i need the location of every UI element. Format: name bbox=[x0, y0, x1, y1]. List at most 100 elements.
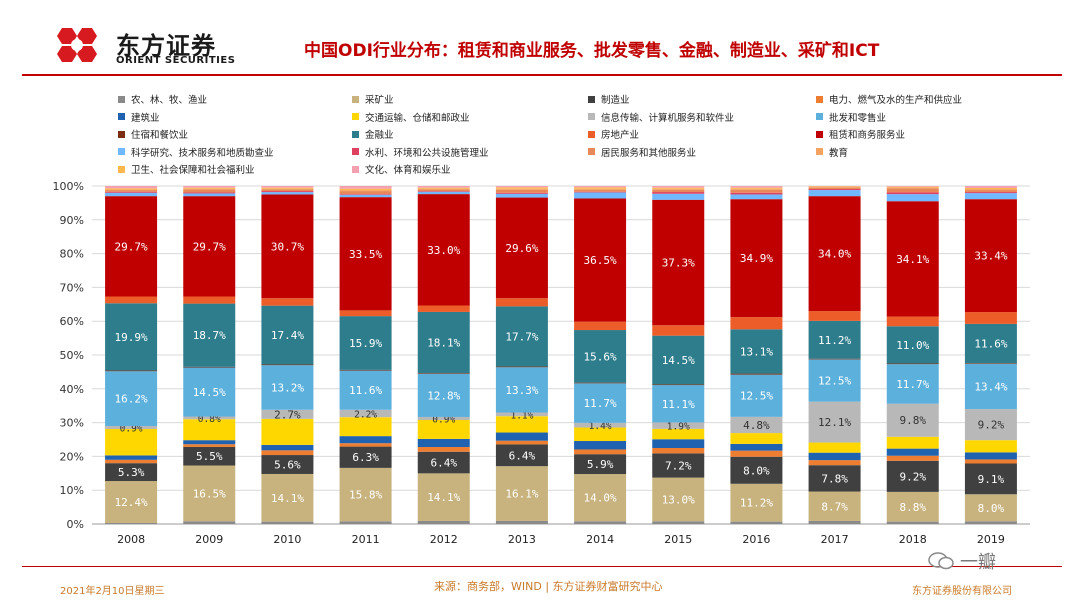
bar-segment bbox=[808, 196, 861, 312]
bar-segment bbox=[574, 321, 627, 331]
legend-swatch bbox=[588, 130, 595, 138]
data-label: 11.0% bbox=[896, 339, 929, 352]
data-label: 4.8% bbox=[743, 419, 770, 432]
legend-label: 制造业 bbox=[601, 95, 630, 106]
data-label: 12.1% bbox=[818, 416, 851, 429]
bar-segment bbox=[964, 312, 1017, 324]
bar-segment bbox=[495, 193, 548, 198]
bar-segment bbox=[183, 192, 236, 194]
data-label: 6.4% bbox=[431, 457, 458, 470]
bar-segment bbox=[105, 459, 158, 464]
bar-segment bbox=[964, 452, 1017, 460]
data-label: 14.5% bbox=[662, 354, 695, 367]
bar-segment bbox=[808, 465, 861, 492]
legend-label: 采矿业 bbox=[365, 95, 394, 106]
data-label: 9.8% bbox=[900, 414, 927, 427]
y-tick-label: 70% bbox=[60, 281, 84, 294]
bar-segment bbox=[105, 196, 158, 297]
bar-segment bbox=[417, 416, 470, 420]
bar-segment bbox=[574, 191, 627, 193]
data-label: 8.8% bbox=[900, 501, 927, 514]
legend-swatch bbox=[588, 113, 595, 120]
x-tick-label: 2013 bbox=[508, 533, 536, 546]
legend-swatch bbox=[816, 95, 823, 103]
bar-segment bbox=[964, 363, 1017, 364]
orient-securities-logo bbox=[57, 28, 97, 62]
bar-segment bbox=[808, 311, 861, 321]
legend-swatch bbox=[352, 113, 359, 120]
bar-segment bbox=[261, 473, 314, 522]
bar-segment bbox=[495, 432, 548, 441]
data-label: 30.7% bbox=[271, 240, 304, 253]
bar-segment bbox=[730, 317, 783, 330]
data-label: 16.1% bbox=[505, 488, 538, 501]
bar-segment bbox=[183, 186, 236, 188]
bar-segment bbox=[808, 187, 861, 190]
x-tick-label: 2017 bbox=[821, 533, 849, 546]
legend-label: 卫生、社会保障和社会福利业 bbox=[131, 165, 255, 176]
bar-segment bbox=[261, 191, 314, 193]
bar-segment bbox=[574, 454, 627, 475]
bar-segment bbox=[730, 483, 783, 522]
legend-swatch bbox=[118, 113, 125, 120]
bar-segment bbox=[964, 459, 1017, 464]
footer-source: 来源：商务部，WIND | 东方证券财富研究中心 bbox=[434, 580, 663, 593]
data-label: 15.8% bbox=[349, 489, 382, 502]
bar-segment bbox=[417, 194, 470, 306]
bar-segment bbox=[808, 359, 861, 402]
bar-segment bbox=[339, 446, 392, 468]
legend-item: 住宿和餐饮业 bbox=[118, 127, 188, 141]
data-label: 11.6% bbox=[974, 338, 1007, 351]
bar-segment bbox=[495, 416, 548, 433]
bar-segment bbox=[339, 188, 392, 191]
bar-segment bbox=[261, 409, 314, 419]
bar-segment bbox=[730, 189, 783, 193]
bar-segment bbox=[574, 383, 627, 423]
data-label: 13.1% bbox=[740, 345, 773, 358]
bar-segment bbox=[964, 199, 1017, 313]
bar-segment bbox=[495, 440, 548, 445]
bar-segment bbox=[183, 419, 236, 441]
bar-segment bbox=[574, 521, 627, 524]
bar-segment bbox=[886, 364, 939, 404]
legend-item: 采矿业 bbox=[352, 92, 394, 106]
data-label: 8.0% bbox=[978, 502, 1005, 515]
bar-segment bbox=[730, 450, 783, 457]
legend-swatch bbox=[352, 148, 359, 155]
bar-segment bbox=[808, 491, 861, 521]
bar-segment bbox=[652, 428, 705, 440]
footer-date: 2021年2月10日星期三 bbox=[60, 586, 165, 597]
bar-segment bbox=[730, 199, 783, 318]
bar-segment bbox=[261, 188, 314, 190]
bar-segment bbox=[886, 491, 939, 522]
bar-segment bbox=[964, 494, 1017, 522]
legend-item: 电力、燃气及水的生产和供应业 bbox=[816, 92, 962, 106]
data-label: 12.8% bbox=[427, 389, 460, 402]
bar-segment bbox=[964, 463, 1017, 495]
bar-segment bbox=[495, 444, 548, 467]
data-label: 9.2% bbox=[978, 419, 1005, 432]
bar-segment bbox=[105, 191, 158, 193]
legend-label: 交通运输、仓储和邮政业 bbox=[365, 112, 470, 124]
data-label: 1.9% bbox=[667, 422, 690, 433]
header-divider bbox=[22, 74, 1062, 76]
watermark-text: 一瓣 bbox=[960, 552, 996, 573]
bar-segment bbox=[417, 187, 470, 189]
bar-segment bbox=[417, 188, 470, 190]
bar-segment bbox=[808, 442, 861, 453]
bar-segment bbox=[964, 193, 1017, 200]
bar-segment bbox=[417, 447, 470, 452]
bar-segment bbox=[652, 335, 705, 385]
bar-segment bbox=[964, 192, 1017, 194]
bar-segment bbox=[574, 382, 627, 384]
bar-segment bbox=[495, 366, 548, 368]
bar-segment bbox=[339, 443, 392, 447]
bar-segment bbox=[495, 367, 548, 413]
legend-item: 教育 bbox=[816, 145, 848, 159]
data-label: 12.5% bbox=[740, 390, 773, 403]
bar-segment bbox=[808, 320, 861, 359]
legend-label: 金融业 bbox=[365, 130, 394, 141]
legend-label: 住宿和餐饮业 bbox=[131, 130, 189, 141]
bar-segment bbox=[808, 190, 861, 197]
bar-segment bbox=[808, 401, 861, 443]
